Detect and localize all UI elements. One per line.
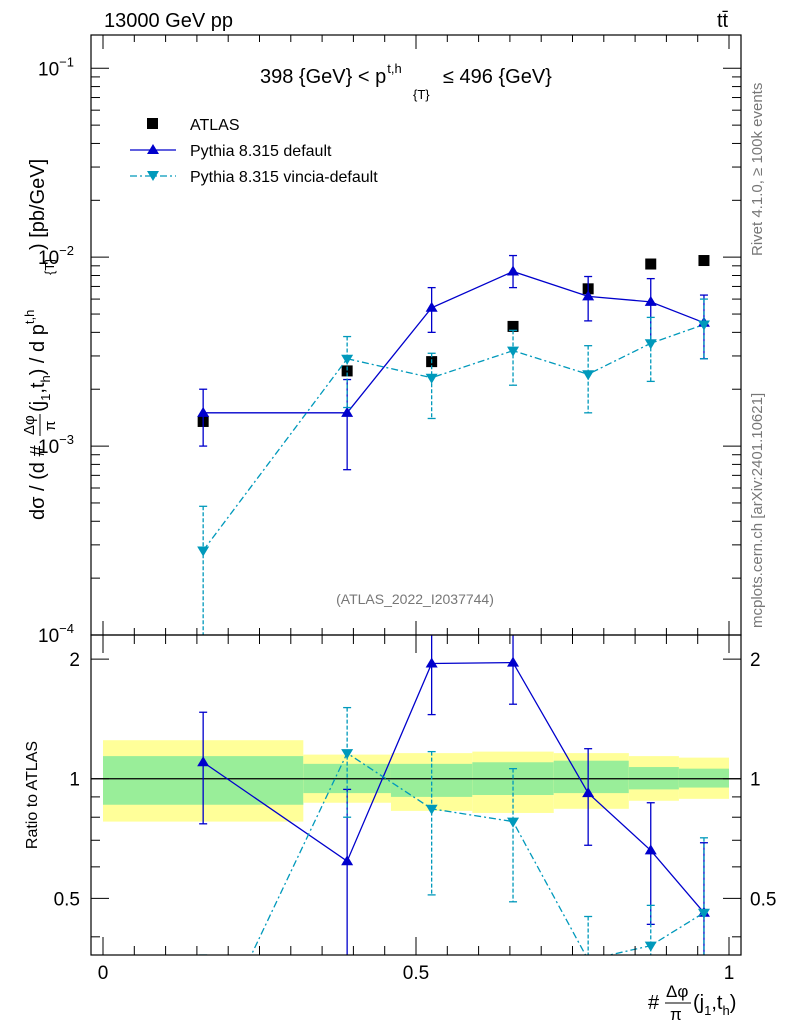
ratio-panel: 0.5 0.5 1 1 2 2 0 0.5 1 Ratio to ATLAS # Δφ π (j…: [24, 634, 776, 1024]
vincia-point: [425, 373, 438, 384]
xlabel-comma: ,t: [711, 992, 723, 1014]
vincia-point: [341, 354, 354, 365]
default-line: [203, 270, 705, 414]
ylabel-mid: (j: [27, 401, 49, 412]
svg-text:dσ / (d #: dσ / (d #: [27, 445, 49, 520]
vincia-point: [582, 370, 595, 381]
legend-vincia-marker: [147, 171, 159, 181]
ratio-axes: 0.5 0.5 1 1 2 2 0 0.5 1: [54, 635, 776, 984]
band-inner: [553, 760, 629, 794]
ylabel-frac-num: Δφ: [21, 415, 38, 435]
x-tick-label: 0: [98, 963, 109, 984]
ylabel-sub3: {T}: [42, 258, 57, 275]
ylabel-frac-den: π: [42, 421, 59, 431]
xlabel-lead: #: [648, 992, 660, 1014]
ratio-plot-marks: [91, 635, 741, 955]
default-point: [582, 787, 595, 798]
rivet-version-label: Rivet 4.1.0, ≥ 100k events: [749, 83, 766, 256]
default-point: [197, 756, 210, 767]
x-tick-label: 0.5: [403, 963, 429, 984]
vincia-point: [697, 908, 710, 919]
default-point: [507, 656, 520, 667]
default-point: [341, 855, 354, 866]
ratio-y-tick-label-right: 0.5: [750, 889, 776, 910]
xlabel-tail: ): [730, 992, 737, 1014]
ylabel-sub1: 1: [38, 394, 53, 401]
vincia-line: [202, 323, 705, 551]
ylabel-tail2: ) [pb/GeV]: [27, 159, 49, 250]
title-sub: {T}: [413, 87, 430, 102]
process-label: tt̄: [717, 10, 729, 32]
ylabel-lead: dσ / (d #: [27, 445, 49, 520]
title-tail: ≤ 496 {GeV}: [443, 66, 552, 88]
main-y-tick-label: 10−3: [38, 432, 74, 458]
analysis-id: (ATLAS_2022_I2037744): [336, 591, 494, 607]
legend-default-marker: [147, 144, 159, 154]
vincia-point: [507, 346, 520, 357]
main-y-tick-label: 10−4: [38, 621, 74, 647]
xlabel-mid: (j: [693, 992, 704, 1014]
collision-label: 13000 GeV pp: [104, 10, 233, 32]
ylabel-sup: t,h: [22, 310, 37, 324]
ylabel-tail1: ) / d p: [27, 324, 49, 375]
ratio-frame: [90, 634, 742, 956]
ylabel-sub2: h: [38, 375, 53, 382]
svg-text:(j1,th) / d pt,h: (j1,th) / d pt,h: [22, 310, 53, 412]
default-point: [425, 657, 438, 668]
ratio-y-tick-label-left: 0.5: [54, 889, 80, 910]
vincia-point: [507, 817, 520, 828]
atlas-point: [341, 365, 353, 377]
main-panel: 10−410−310−210−1 398 {GeV} < pt,h {T} ≤ …: [21, 34, 742, 647]
atlas-point: [645, 258, 657, 270]
ratio-y-tick-label-left: 1: [69, 770, 80, 791]
main-y-tick-label: 10−1: [38, 54, 74, 80]
main-title: 398 {GeV} < pt,h: [260, 61, 402, 88]
legend-atlas-label: ATLAS: [190, 117, 240, 134]
x-tick-label: 1: [724, 963, 735, 984]
ratio-y-label: Ratio to ATLAS: [24, 741, 41, 849]
xlabel-frac-num: Δφ: [666, 982, 688, 1001]
legend-atlas-marker: [147, 118, 158, 129]
xlabel-frac-den: π: [670, 1005, 682, 1024]
legend-default-label: Pythia 8.315 default: [190, 143, 332, 160]
x-axis-label: # Δφ π (j1,th): [648, 982, 736, 1024]
ratio-y-tick-label-right: 2: [750, 650, 761, 671]
source-label: mcplots.cern.ch [arXiv:2401.10621]: [749, 393, 766, 628]
default-point: [644, 844, 657, 855]
ratio-y-tick-label-right: 1: [750, 770, 761, 791]
title-lead: 398 {GeV} < p: [260, 66, 386, 88]
band-inner: [390, 763, 473, 797]
default-point: [507, 265, 520, 276]
main-plot-marks: [197, 254, 710, 635]
default-point: [425, 301, 438, 312]
atlas-point: [698, 255, 710, 267]
legend-vincia-label: Pythia 8.315 vincia-default: [190, 169, 378, 186]
main-y-tick-label: 10−2: [38, 243, 74, 269]
main-frame: [90, 34, 742, 636]
title-sup: t,h: [387, 61, 401, 76]
default-point: [341, 406, 354, 417]
vincia-point: [697, 320, 710, 331]
ylabel-comma: ,t: [27, 382, 49, 394]
default-point: [197, 406, 210, 417]
xlabel-sub2: h: [722, 1003, 729, 1018]
vincia-point: [341, 749, 354, 760]
vincia-point: [644, 941, 657, 952]
main-axes: 10−4 10−3 10−2 10−1: [38, 35, 741, 647]
xlabel-sub1: 1: [704, 1003, 711, 1018]
atlas-point: [507, 320, 519, 332]
legend: ATLAS Pythia 8.315 default Pythia 8.315 …: [130, 117, 378, 186]
default-point: [582, 290, 595, 301]
vincia-point: [425, 804, 438, 815]
ratio-y-tick-label-left: 2: [69, 650, 80, 671]
main-y-label: dσ / (d # Δφ π (j1,th) / d pt,h {T} ) [p…: [21, 159, 59, 520]
vincia-point: [197, 546, 210, 557]
vincia-point: [644, 339, 657, 350]
default-point: [644, 295, 657, 306]
svg-text:(j1,th): (j1,th): [693, 992, 736, 1018]
